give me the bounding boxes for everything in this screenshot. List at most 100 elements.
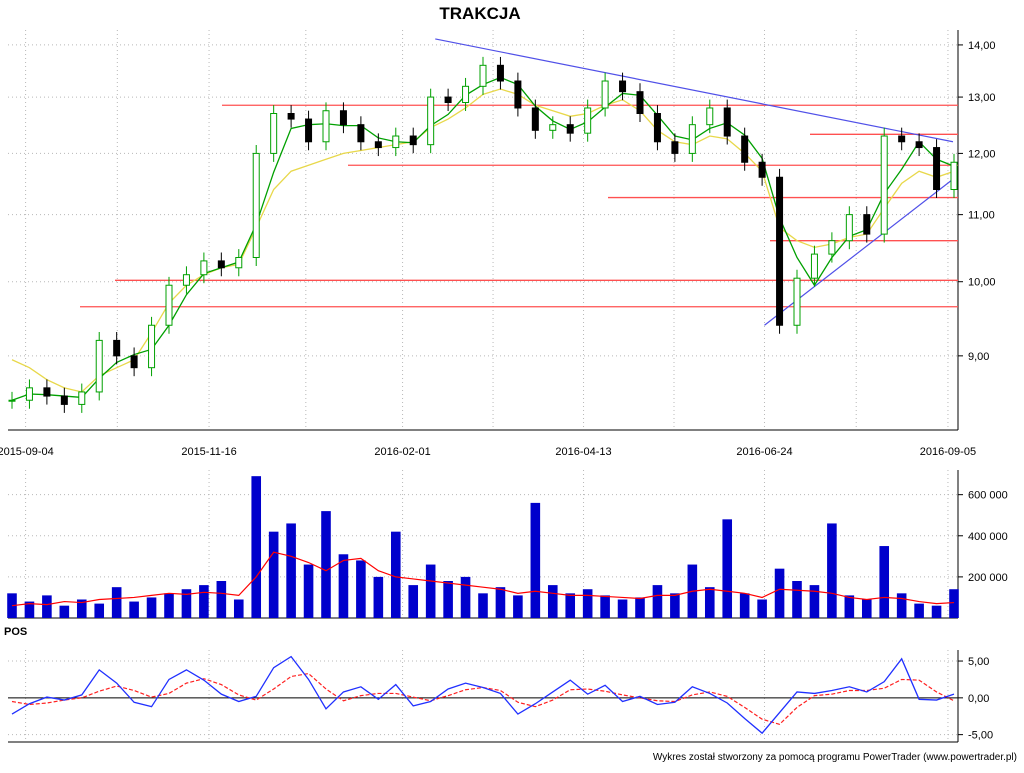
volume-bar [792, 581, 802, 618]
candle-body [880, 135, 888, 235]
volume-bar [547, 585, 558, 618]
candle-body [462, 85, 470, 104]
volume-bar [635, 597, 645, 618]
x-tick-label: 2015-09-04 [0, 446, 54, 458]
candle-body [444, 96, 452, 104]
candle-body [165, 284, 173, 326]
volume-bar [42, 595, 52, 618]
x-tick-label: 2016-04-13 [555, 446, 611, 458]
candle-body [915, 141, 923, 149]
volume-tick-label: 400 000 [968, 531, 1008, 543]
pos-tick-label: -5,00 [968, 730, 993, 742]
volume-bar [652, 585, 663, 618]
volume-bar [164, 593, 174, 618]
volume-panel: 200 000 400 000 600 000 [7, 470, 1008, 619]
volume-bar [565, 593, 576, 618]
volume-bar [233, 599, 244, 618]
candle-body [688, 124, 696, 154]
candle-body [182, 274, 190, 286]
candle-body [653, 113, 661, 143]
price-tick-label: 9,00 [968, 351, 989, 363]
candle-body [43, 387, 51, 397]
candle-body [671, 141, 679, 154]
volume-bar [896, 593, 907, 618]
volume-bar [495, 587, 506, 618]
candle-body [409, 135, 417, 146]
pos-indicator-title: POS [4, 626, 27, 638]
volume-bar [251, 476, 262, 618]
volume-bar [408, 585, 419, 618]
volume-bar [809, 585, 820, 618]
candle-body [636, 91, 644, 115]
volume-bar [704, 587, 715, 618]
candle-body [252, 152, 260, 258]
volume-bar [146, 597, 157, 618]
candle-body [531, 107, 539, 131]
volume-bar [129, 601, 139, 618]
price-tick-label: 10,00 [968, 277, 996, 289]
chart-title: TRAKCJA [439, 4, 520, 23]
volume-bar [268, 531, 279, 618]
volume-bar [199, 585, 209, 618]
volume-bar [373, 576, 384, 618]
candle-body [148, 324, 156, 369]
candle-body [305, 118, 313, 143]
candle-body [863, 214, 871, 235]
volume-average-line [11, 551, 955, 607]
candle-body [392, 135, 400, 149]
volume-tick-label: 600 000 [968, 490, 1008, 502]
volume-bar [216, 581, 227, 618]
candle-body [25, 387, 33, 401]
volume-bar [478, 593, 488, 618]
volume-bar [443, 581, 453, 618]
candle-body [845, 214, 853, 242]
volume-bar [513, 595, 523, 618]
volume-bar [914, 603, 924, 618]
candle-body [130, 355, 138, 369]
candle-body [584, 107, 592, 134]
volume-bar [286, 523, 296, 618]
pos-panel: POS -5,00 0,00 5,00 [4, 626, 993, 743]
volume-bar [111, 587, 122, 618]
candle-body [479, 64, 487, 87]
candle-body [723, 107, 731, 137]
pos-tick-label: 5,00 [968, 656, 989, 668]
volume-bar [94, 603, 105, 618]
volume-bar [879, 546, 890, 618]
candle-body [78, 391, 86, 405]
volume-bar [757, 599, 767, 618]
candle-body [758, 161, 766, 178]
volume-bar [338, 554, 349, 618]
candle-body [235, 256, 243, 269]
volume-bar [774, 568, 785, 618]
price-tick-label: 11,00 [968, 210, 995, 222]
volume-bar [76, 599, 87, 618]
volume-bar [59, 605, 70, 618]
volume-bar [617, 599, 628, 618]
pos-tick-label: 0,00 [968, 693, 989, 705]
candle-body [339, 110, 347, 126]
candle-body [549, 124, 557, 131]
x-tick-label: 2015-11-16 [181, 446, 236, 458]
pos-line [11, 655, 955, 735]
candle-body [514, 80, 522, 109]
volume-bar [844, 595, 855, 618]
volume-bar [390, 531, 401, 618]
volume-bar [670, 593, 680, 618]
price-tick-label: 12,00 [968, 148, 996, 160]
candle-body [776, 176, 784, 326]
candle-body [496, 64, 504, 82]
volume-bar [425, 564, 436, 618]
volume-bar [321, 511, 331, 618]
volume-bar [303, 564, 314, 618]
trendline [435, 38, 954, 143]
candle-body [810, 253, 818, 279]
candle-body [113, 339, 121, 357]
candle-body [374, 141, 382, 149]
candle-body [933, 147, 941, 190]
volume-bar [949, 589, 959, 618]
candle-body [427, 96, 435, 146]
candle-body [601, 80, 609, 109]
candle-body [322, 110, 330, 143]
